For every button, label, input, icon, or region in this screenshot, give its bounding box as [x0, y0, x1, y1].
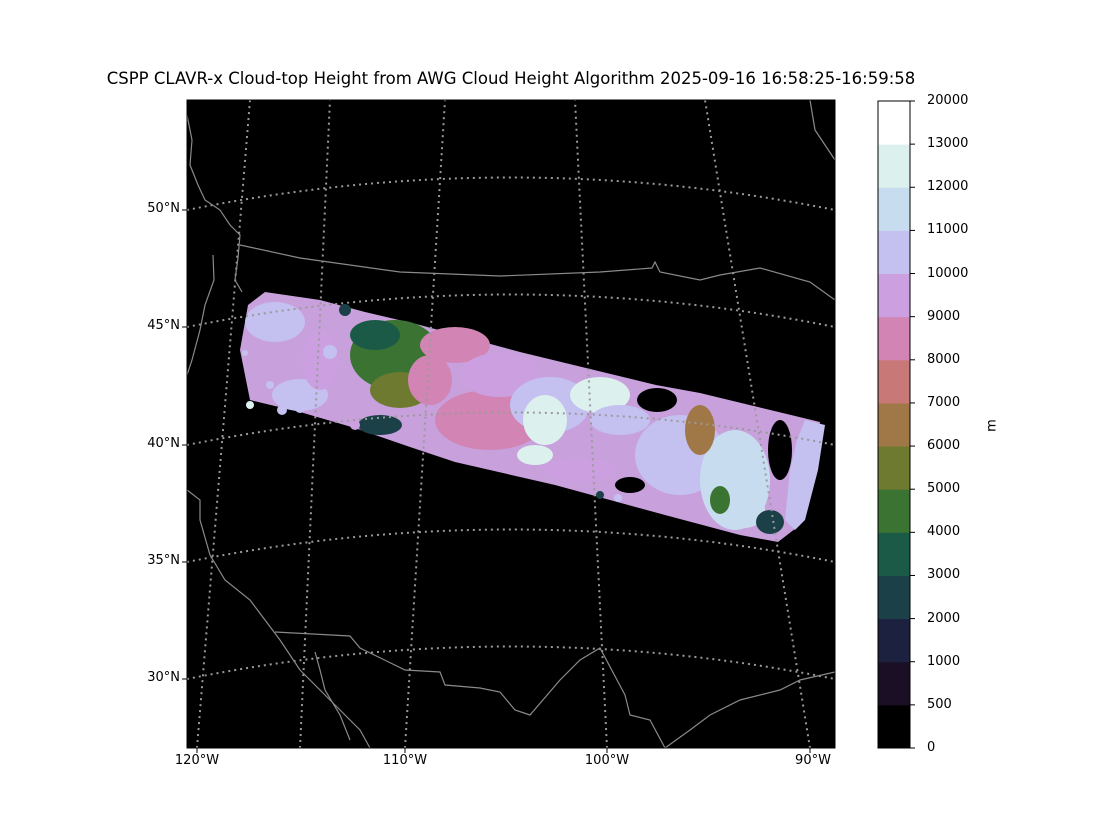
colorbar [877, 100, 915, 749]
colorbar-tick-label: 3000 [927, 567, 961, 583]
colorbar-tick-label: 8000 [927, 351, 961, 367]
colorbar-bin [878, 532, 910, 576]
colorbar-tick-label: 12000 [927, 179, 969, 195]
colorbar-tick-label: 4000 [927, 524, 961, 540]
colorbar-bin [878, 144, 910, 188]
lat-label-45n: 45°N [147, 318, 180, 333]
scattered-clouds [242, 304, 622, 502]
colorbar-bin [878, 618, 910, 663]
colorbar-bin [878, 575, 910, 620]
colorbar-bin [878, 101, 910, 145]
colorbar-bin [878, 316, 910, 361]
map-frame [186, 99, 836, 749]
colorbar-tick-label: 0 [927, 740, 936, 755]
lat-label-50n: 50°N [147, 201, 180, 216]
colorbar-bin [878, 402, 910, 447]
lon-ticks [196, 748, 811, 753]
cloud-swath [240, 292, 825, 542]
colorbar-bin [878, 273, 910, 318]
plot-title: CSPP CLAVR-x Cloud-top Height from AWG C… [106, 69, 916, 88]
lon-label-110w: 110°W [382, 753, 428, 768]
colorbar-tick-label: 6000 [927, 438, 961, 454]
colorbar-unit-label: m [984, 419, 1000, 432]
lon-label-120w: 120°W [174, 753, 220, 768]
lat-label-40n: 40°N [147, 436, 180, 451]
lon-label-90w: 90°W [795, 753, 831, 768]
colorbar-tick-label: 9000 [927, 308, 961, 324]
colorbar-bin [878, 359, 910, 404]
colorbar-tick-label: 2000 [927, 610, 961, 626]
colorbar-tick-label: 7000 [927, 394, 961, 410]
colorbar-bin [878, 704, 910, 749]
coastlines-borders [187, 100, 835, 748]
graticule [187, 100, 835, 748]
colorbar-bin [878, 446, 910, 490]
colorbar-tick-label: 1000 [927, 653, 961, 669]
colorbar-tick-label: 20000 [927, 93, 969, 108]
lat-label-35n: 35°N [147, 553, 180, 568]
colorbar-bin [878, 187, 910, 231]
colorbar-bin [878, 230, 910, 275]
colorbar-tick-label: 500 [927, 696, 952, 712]
lon-label-100w: 100°W [584, 753, 630, 768]
colorbar-tick-label: 5000 [927, 481, 961, 497]
colorbar-tick-label: 13000 [927, 136, 969, 152]
lat-ticks [182, 209, 187, 680]
colorbar-tick-label: 10000 [927, 265, 969, 281]
lat-label-30n: 30°N [147, 670, 180, 685]
colorbar-bin [878, 489, 910, 533]
colorbar-tick-label: 11000 [927, 222, 969, 238]
colorbar-frame [877, 100, 911, 749]
colorbar-bin [878, 661, 910, 706]
